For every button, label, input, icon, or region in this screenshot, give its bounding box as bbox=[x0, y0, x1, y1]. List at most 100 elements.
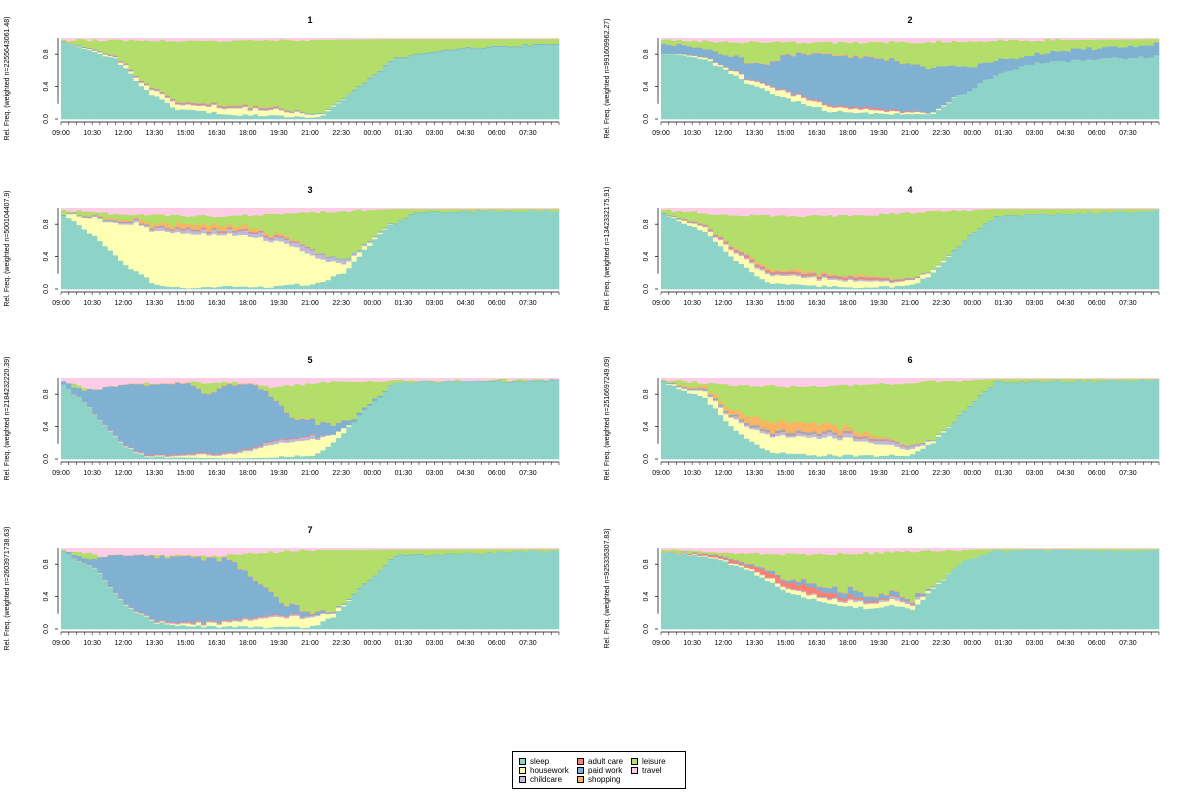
area-housework bbox=[299, 251, 306, 286]
area-travel bbox=[112, 378, 119, 387]
x-tick-label: 01:30 bbox=[395, 470, 413, 477]
area-paid-work bbox=[284, 606, 290, 617]
area-paid-work bbox=[206, 557, 212, 621]
area-paid-work bbox=[1029, 214, 1035, 215]
area-leisure bbox=[1034, 378, 1040, 382]
area-leisure bbox=[403, 549, 409, 555]
area-leisure bbox=[868, 215, 874, 277]
area-travel bbox=[517, 208, 523, 210]
area-childcare bbox=[299, 112, 306, 114]
area-childcare bbox=[278, 237, 285, 242]
area-travel bbox=[491, 378, 498, 381]
area-adult-care bbox=[842, 105, 849, 108]
area-shopping bbox=[821, 53, 828, 55]
area-leisure bbox=[821, 216, 828, 272]
area-housework bbox=[133, 221, 140, 272]
area-sleep bbox=[1096, 58, 1103, 120]
area-childcare bbox=[237, 107, 243, 109]
area-housework bbox=[164, 231, 171, 287]
area-travel bbox=[284, 38, 290, 40]
area-housework bbox=[686, 390, 693, 394]
area-leisure bbox=[434, 208, 440, 212]
area-housework bbox=[107, 221, 114, 251]
area-leisure bbox=[237, 215, 243, 227]
area-leisure bbox=[1024, 378, 1030, 383]
area-shopping bbox=[320, 609, 326, 611]
area-paid-work bbox=[527, 45, 534, 47]
area-shopping bbox=[785, 423, 791, 434]
y-tick-label: 0.4 bbox=[43, 252, 50, 262]
area-childcare bbox=[806, 275, 812, 278]
area-leisure bbox=[749, 386, 755, 418]
area-travel bbox=[894, 38, 900, 43]
area-childcare bbox=[247, 109, 254, 111]
area-housework bbox=[935, 265, 942, 268]
area-shopping bbox=[237, 383, 243, 385]
area-leisure bbox=[341, 39, 347, 99]
area-leisure bbox=[946, 380, 952, 427]
area-sleep bbox=[133, 80, 140, 120]
area-leisure bbox=[476, 208, 482, 211]
area-adult-care bbox=[206, 232, 212, 234]
area-travel bbox=[465, 548, 472, 550]
area-leisure bbox=[325, 549, 332, 613]
area-childcare bbox=[738, 420, 745, 424]
area-housework bbox=[294, 441, 300, 456]
area-leisure bbox=[398, 38, 404, 58]
area-housework bbox=[769, 437, 776, 453]
area-sleep bbox=[775, 453, 781, 460]
area-sleep bbox=[335, 610, 342, 630]
area-leisure bbox=[320, 381, 326, 422]
area-sleep bbox=[533, 381, 539, 460]
area-travel bbox=[873, 378, 880, 385]
area-sleep bbox=[372, 238, 378, 290]
area-sleep bbox=[351, 261, 357, 290]
area-childcare bbox=[247, 233, 254, 237]
area-paid-work bbox=[1050, 214, 1056, 216]
area-leisure bbox=[356, 549, 363, 589]
area-paid-work bbox=[785, 271, 791, 273]
x-tick-label: 10:30 bbox=[83, 300, 101, 307]
area-travel bbox=[785, 208, 791, 217]
area-leisure bbox=[289, 551, 295, 603]
area-childcare bbox=[118, 222, 124, 225]
area-shopping bbox=[769, 269, 776, 273]
area-sleep bbox=[382, 229, 389, 290]
area-paid-work bbox=[356, 249, 363, 252]
area-travel bbox=[278, 548, 285, 552]
x-tick-label: 22:30 bbox=[332, 470, 350, 477]
area-housework bbox=[681, 54, 688, 56]
area-paid-work bbox=[382, 565, 389, 567]
area-housework bbox=[811, 436, 817, 456]
area-adult-care bbox=[138, 452, 145, 453]
area-housework bbox=[112, 57, 119, 59]
area-shopping bbox=[728, 56, 734, 57]
y-tick-label: 0.4 bbox=[43, 422, 50, 432]
area-sleep bbox=[216, 627, 223, 630]
area-childcare bbox=[268, 442, 274, 446]
area-travel bbox=[858, 378, 864, 386]
area-housework bbox=[252, 237, 259, 288]
area-paid-work bbox=[827, 588, 833, 594]
area-travel bbox=[434, 548, 440, 550]
area-travel bbox=[941, 208, 947, 212]
area-housework bbox=[707, 557, 714, 559]
area-travel bbox=[707, 378, 714, 383]
area-travel bbox=[335, 548, 342, 550]
area-sleep bbox=[910, 284, 916, 290]
area-leisure bbox=[304, 40, 311, 114]
area-leisure bbox=[821, 41, 828, 54]
area-travel bbox=[310, 38, 316, 40]
area-paid-work bbox=[159, 383, 166, 455]
area-leisure bbox=[946, 42, 952, 67]
x-tick-label: 04:30 bbox=[457, 130, 475, 137]
area-sleep bbox=[1117, 211, 1123, 290]
area-leisure bbox=[221, 216, 228, 227]
area-housework bbox=[76, 46, 83, 48]
area-sleep bbox=[413, 554, 420, 630]
area-paid-work bbox=[304, 419, 311, 437]
area-paid-work bbox=[242, 384, 249, 450]
area-childcare bbox=[118, 598, 124, 600]
area-childcare bbox=[925, 440, 932, 442]
area-housework bbox=[920, 274, 926, 279]
